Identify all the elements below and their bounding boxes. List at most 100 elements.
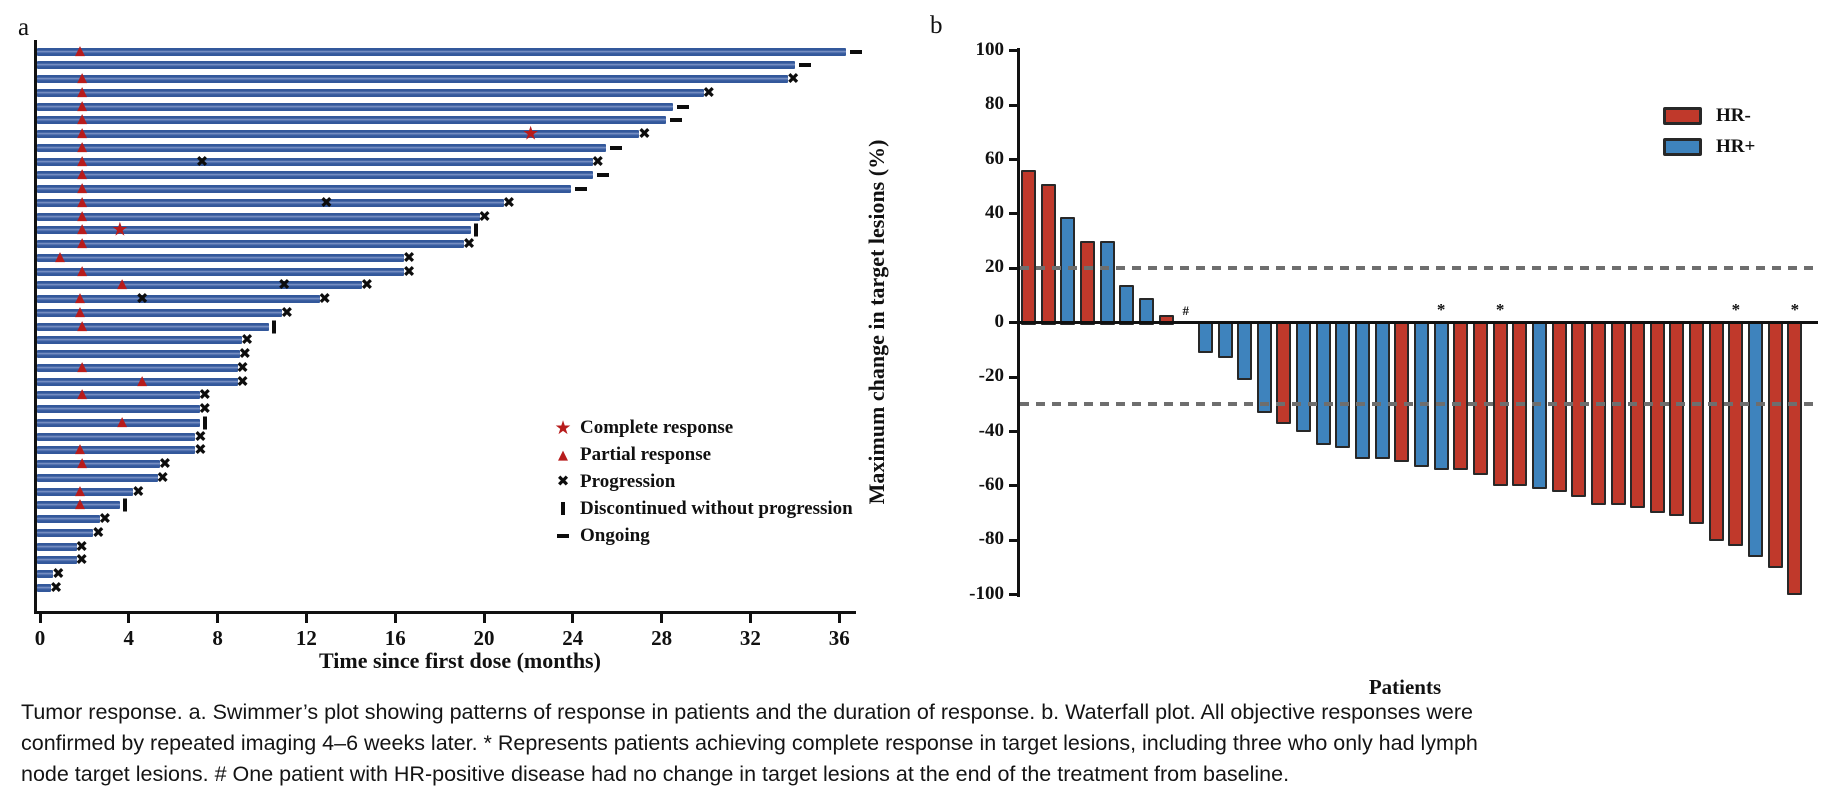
partial-response-icon: ▲ (77, 455, 88, 471)
swimmer-x-tick (660, 614, 664, 623)
waterfall-y-tick (1009, 375, 1017, 379)
complete-response-icon: ★ (111, 218, 129, 241)
hr-negative-swatch (1663, 106, 1702, 125)
swimmer-bar (37, 350, 240, 358)
progression-icon: ✖ (75, 550, 88, 569)
waterfall-bar-hr-negative (1630, 321, 1646, 508)
partial-response-icon: ▲ (74, 304, 85, 320)
waterfall-bar-hr-negative (1040, 183, 1056, 325)
legend-item: ✖ Progression (546, 468, 853, 495)
complete-response-asterisk: * (1731, 300, 1741, 319)
progression-icon: ✖ (236, 372, 249, 390)
swimmer-x-tick (482, 614, 486, 623)
partial-response-icon: ▲ (77, 180, 88, 196)
partial-response-icon: ▲ (77, 139, 88, 155)
waterfall-bar-hr-negative (1649, 321, 1665, 514)
swimmer-x-tick-label: 24 (562, 626, 584, 650)
complete-response-asterisk: * (1436, 300, 1446, 319)
legend-item-label: Ongoing (580, 524, 650, 546)
swimmer-x-tick (38, 614, 42, 623)
bar-icon (561, 502, 565, 515)
ongoing-icon (849, 49, 862, 54)
swimmer-bar (37, 583, 52, 592)
swimmer-x-tick-label: 12 (295, 626, 317, 650)
waterfall-bar-hr-positive (1099, 241, 1115, 325)
swimmer-bar (37, 336, 243, 345)
progression-icon: ✖ (49, 578, 63, 597)
waterfall-bar-hr-negative (1276, 321, 1292, 424)
swimmer-x-tick (216, 614, 220, 623)
progression-icon: ✖ (236, 358, 249, 377)
swimmer-bar (37, 473, 158, 482)
progression-icon: ✖ (786, 69, 800, 88)
waterfall-bar-hr-negative (1394, 321, 1410, 462)
waterfall-bar-hr-negative (1590, 321, 1606, 506)
waterfall-x-axis-title: Patients (1368, 675, 1442, 699)
waterfall-y-tick (1009, 49, 1017, 53)
swimmer-bar (37, 570, 54, 578)
swimmer-x-tick-label: 20 (473, 626, 495, 650)
progression-icon: ✖ (702, 83, 716, 102)
swimmer-x-tick-label: 0 (34, 626, 46, 650)
partial-response-icon: ▲ (77, 153, 88, 168)
progression-icon: ✖ (156, 468, 169, 487)
waterfall-y-tick-label: -80 (978, 528, 1004, 550)
triangle-icon: ▲ (558, 447, 568, 463)
waterfall-y-axis-title: Maximum change in target lesions (%) (864, 139, 889, 505)
waterfall-bar-hr-negative (1669, 321, 1685, 517)
swimmer-bar (37, 295, 320, 303)
swimmer-bar (37, 157, 593, 166)
waterfall-bar-hr-negative (1079, 241, 1095, 325)
swimmer-bar (37, 432, 196, 441)
legend-item: Discontinued without progression (546, 495, 853, 522)
partial-response-icon: ▲ (77, 111, 88, 127)
swimmer-bar (37, 556, 77, 565)
waterfall-y-tick-label: 60 (985, 147, 1004, 169)
triangle-icon: ▲ (546, 446, 580, 464)
partial-response-icon: ▲ (74, 483, 85, 498)
swimmer-bar (37, 281, 362, 290)
swimmer-x-axis-title: Time since first dose (months) (319, 648, 601, 673)
waterfall-bar-hr-positive (1414, 321, 1429, 468)
dash-icon (557, 533, 569, 538)
progression-icon: ✖ (502, 193, 516, 212)
swimmer-x-tick-label: 8 (212, 626, 223, 650)
waterfall-bar-hr-negative (1453, 321, 1469, 470)
swimmer-bar (37, 391, 200, 400)
waterfall-y-tick (1009, 266, 1017, 270)
reference-dashed-line (1020, 266, 1820, 271)
progression-icon: ✖ (360, 275, 374, 294)
complete-response-asterisk: * (1495, 300, 1505, 319)
progression-icon: ✖ (277, 275, 291, 294)
waterfall-y-tick (1009, 103, 1017, 107)
swimmer-x-tick-label: 36 (828, 626, 850, 650)
ongoing-icon (676, 104, 689, 109)
progression-icon: ✖ (320, 193, 333, 212)
legend-item-label: Partial response (580, 443, 712, 465)
waterfall-bar-hr-negative (1787, 321, 1803, 595)
progression-icon: ✖ (402, 262, 416, 280)
legend-item: HR+ (1663, 131, 1755, 162)
panel-a-label: a (18, 14, 30, 41)
swimmer-bar (37, 61, 795, 70)
swimmer-x-axis (34, 611, 856, 614)
swimmer-x-tick (304, 614, 308, 623)
waterfall-y-tick-label: -20 (978, 365, 1004, 387)
swimmer-bar (37, 418, 200, 427)
complete-response-asterisk: * (1790, 300, 1800, 319)
waterfall-bar-hr-negative (1472, 321, 1488, 476)
swimmer-bar (37, 322, 269, 331)
legend-item-label: Discontinued without progression (580, 497, 853, 519)
waterfall-y-tick-label: 80 (985, 93, 1004, 115)
waterfall-y-tick-label: 40 (985, 201, 1004, 223)
progression-icon: ✖ (280, 303, 294, 322)
progression-icon: ✖ (52, 564, 65, 583)
waterfall-y-tick (1009, 430, 1017, 433)
ongoing-icon (610, 145, 623, 150)
partial-response-icon: ▲ (77, 235, 88, 251)
waterfall-y-tick (1009, 484, 1017, 488)
progression-icon: ✖ (638, 124, 651, 143)
waterfall-bar-hr-positive (1433, 321, 1449, 470)
waterfall-bar-hr-negative (1021, 170, 1036, 325)
swimmer-x-tick (127, 614, 131, 623)
